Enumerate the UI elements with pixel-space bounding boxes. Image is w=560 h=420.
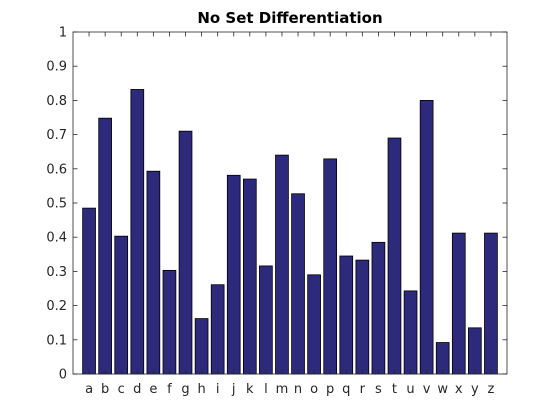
x-tick-label-j: j	[231, 382, 236, 397]
axes-background	[73, 32, 507, 374]
x-tick-label-x: x	[455, 382, 463, 397]
bar-l	[259, 265, 273, 375]
y-tick-label: 0.6	[46, 162, 67, 177]
x-tick-label-w: w	[437, 382, 448, 397]
y-tick-label: 0.4	[46, 231, 67, 246]
bar-k	[242, 178, 257, 375]
y-tick-label: 0.3	[46, 265, 67, 280]
x-tick-label-u: u	[406, 382, 414, 397]
bar-c	[114, 235, 129, 375]
y-tick-label: 0.1	[46, 333, 67, 348]
y-tick-label: 0.2	[46, 299, 67, 314]
bars-group	[82, 89, 498, 375]
x-tick-label-e: e	[149, 382, 157, 397]
bar-s	[371, 241, 386, 375]
bar-n	[291, 193, 305, 375]
y-tick-label: 0.5	[46, 197, 67, 212]
chart-title: No Set Differentiation	[197, 9, 382, 27]
bar-z	[484, 232, 498, 375]
x-tick-label-t: t	[392, 382, 397, 397]
bar-e	[146, 170, 161, 375]
x-tick-label-r: r	[360, 382, 366, 397]
x-tick-label-n: n	[294, 382, 302, 397]
x-tick-label-m: m	[276, 382, 289, 397]
bar-h	[194, 318, 209, 375]
bar-t	[387, 137, 402, 375]
x-tick-label-g: g	[181, 382, 189, 397]
x-tick-label-c: c	[118, 382, 125, 397]
bar-v	[419, 100, 434, 375]
x-tick-label-a: a	[85, 382, 93, 397]
x-tick-label-i: i	[216, 382, 220, 397]
bar-y	[468, 327, 482, 375]
bar-f	[162, 269, 177, 375]
x-tick-label-h: h	[197, 382, 205, 397]
y-tick-label: 0.8	[46, 94, 67, 109]
y-tick-label: 0.7	[46, 128, 67, 143]
bar-w	[435, 342, 450, 375]
y-tick-label: 0.9	[46, 60, 67, 75]
bar-a	[82, 207, 96, 375]
x-tick-label-l: l	[264, 382, 268, 397]
y-tick-label: 0	[59, 368, 67, 383]
x-tick-label-z: z	[488, 382, 495, 397]
bar-q	[339, 255, 354, 375]
bar-j	[226, 174, 241, 375]
x-tick-label-f: f	[167, 382, 172, 397]
bar-u	[403, 290, 418, 375]
bar-g	[178, 130, 193, 375]
bar-b	[98, 117, 112, 375]
x-tick-label-b: b	[101, 382, 109, 397]
bar-d	[130, 89, 145, 375]
bar-i	[210, 284, 225, 375]
x-tick-label-d: d	[133, 382, 141, 397]
x-tick-label-s: s	[375, 382, 382, 397]
x-tick-label-p: p	[326, 382, 334, 397]
ticks-group: 0 0.1 0.2 0.3 0.4 0.5 0.6 0.7 0.8 0.9 1 a b c d e f g h i j k…	[46, 26, 507, 397]
x-tick-label-y: y	[471, 382, 479, 397]
bar-m	[275, 154, 289, 375]
bar-p	[323, 158, 338, 375]
bar-x	[451, 232, 466, 375]
bar-o	[307, 274, 321, 375]
y-tick-label: 1	[59, 26, 67, 41]
x-tick-label-o: o	[310, 382, 318, 397]
x-tick-label-q: q	[342, 382, 350, 397]
x-tick-label-v: v	[423, 382, 431, 397]
x-tick-label-k: k	[246, 382, 254, 397]
bar-r	[355, 259, 370, 375]
